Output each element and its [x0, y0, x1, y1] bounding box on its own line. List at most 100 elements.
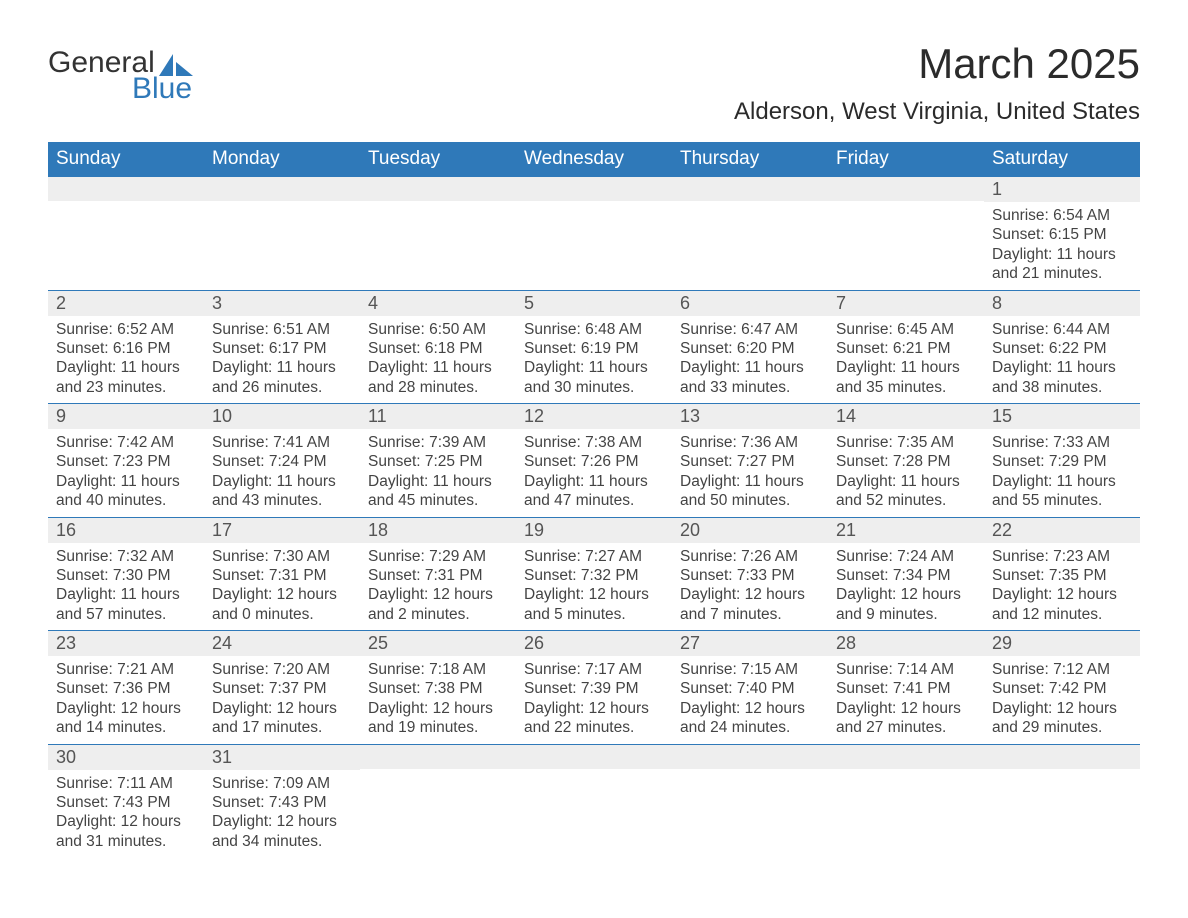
day-body [360, 201, 516, 273]
day-number: 7 [828, 291, 984, 316]
calendar-day-cell: 9Sunrise: 7:42 AMSunset: 7:23 PMDaylight… [48, 404, 204, 518]
day-body [828, 769, 984, 841]
day-body: Sunrise: 7:27 AMSunset: 7:32 PMDaylight:… [516, 543, 672, 631]
day-body: Sunrise: 6:51 AMSunset: 6:17 PMDaylight:… [204, 316, 360, 404]
calendar-day-cell: 30Sunrise: 7:11 AMSunset: 7:43 PMDayligh… [48, 744, 204, 857]
calendar-day-cell: 10Sunrise: 7:41 AMSunset: 7:24 PMDayligh… [204, 404, 360, 518]
calendar-day-cell: 11Sunrise: 7:39 AMSunset: 7:25 PMDayligh… [360, 404, 516, 518]
day-number: 4 [360, 291, 516, 316]
day-body: Sunrise: 7:39 AMSunset: 7:25 PMDaylight:… [360, 429, 516, 517]
calendar-day-cell [828, 177, 984, 291]
calendar-day-cell: 20Sunrise: 7:26 AMSunset: 7:33 PMDayligh… [672, 517, 828, 631]
day-body: Sunrise: 7:36 AMSunset: 7:27 PMDaylight:… [672, 429, 828, 517]
calendar-day-cell: 18Sunrise: 7:29 AMSunset: 7:31 PMDayligh… [360, 517, 516, 631]
calendar-day-cell: 3Sunrise: 6:51 AMSunset: 6:17 PMDaylight… [204, 290, 360, 404]
calendar-day-cell: 16Sunrise: 7:32 AMSunset: 7:30 PMDayligh… [48, 517, 204, 631]
day-body: Sunrise: 7:20 AMSunset: 7:37 PMDaylight:… [204, 656, 360, 744]
calendar-day-cell [360, 744, 516, 857]
calendar-day-cell [48, 177, 204, 291]
day-number: 25 [360, 631, 516, 656]
day-number: 26 [516, 631, 672, 656]
day-number: 8 [984, 291, 1140, 316]
calendar-week-row: 23Sunrise: 7:21 AMSunset: 7:36 PMDayligh… [48, 631, 1140, 745]
day-body: Sunrise: 7:26 AMSunset: 7:33 PMDaylight:… [672, 543, 828, 631]
logo: General Blue [48, 40, 193, 104]
calendar-week-row: 16Sunrise: 7:32 AMSunset: 7:30 PMDayligh… [48, 517, 1140, 631]
day-number: 22 [984, 518, 1140, 543]
day-number: 6 [672, 291, 828, 316]
calendar-day-cell: 21Sunrise: 7:24 AMSunset: 7:34 PMDayligh… [828, 517, 984, 631]
day-number: 12 [516, 404, 672, 429]
day-body: Sunrise: 6:54 AMSunset: 6:15 PMDaylight:… [984, 202, 1140, 290]
day-body: Sunrise: 7:24 AMSunset: 7:34 PMDaylight:… [828, 543, 984, 631]
calendar-day-cell: 1Sunrise: 6:54 AMSunset: 6:15 PMDaylight… [984, 177, 1140, 291]
day-body [828, 201, 984, 273]
day-body: Sunrise: 6:44 AMSunset: 6:22 PMDaylight:… [984, 316, 1140, 404]
calendar-day-cell: 31Sunrise: 7:09 AMSunset: 7:43 PMDayligh… [204, 744, 360, 857]
calendar-day-cell [672, 177, 828, 291]
day-number: 3 [204, 291, 360, 316]
day-number [516, 177, 672, 201]
calendar-day-cell: 15Sunrise: 7:33 AMSunset: 7:29 PMDayligh… [984, 404, 1140, 518]
calendar-day-cell: 24Sunrise: 7:20 AMSunset: 7:37 PMDayligh… [204, 631, 360, 745]
calendar-day-cell: 2Sunrise: 6:52 AMSunset: 6:16 PMDaylight… [48, 290, 204, 404]
day-number: 30 [48, 745, 204, 770]
day-number: 20 [672, 518, 828, 543]
calendar-day-cell [828, 744, 984, 857]
day-number: 19 [516, 518, 672, 543]
day-number: 21 [828, 518, 984, 543]
column-header: Sunday [48, 142, 204, 177]
day-body [48, 201, 204, 273]
calendar-day-cell [204, 177, 360, 291]
day-number: 15 [984, 404, 1140, 429]
page-title: March 2025 [734, 40, 1140, 88]
day-body [204, 201, 360, 273]
day-number: 5 [516, 291, 672, 316]
day-body: Sunrise: 7:42 AMSunset: 7:23 PMDaylight:… [48, 429, 204, 517]
calendar-day-cell: 13Sunrise: 7:36 AMSunset: 7:27 PMDayligh… [672, 404, 828, 518]
day-number: 10 [204, 404, 360, 429]
day-number: 31 [204, 745, 360, 770]
day-body: Sunrise: 7:14 AMSunset: 7:41 PMDaylight:… [828, 656, 984, 744]
day-body: Sunrise: 7:30 AMSunset: 7:31 PMDaylight:… [204, 543, 360, 631]
day-body [360, 769, 516, 841]
day-body: Sunrise: 7:33 AMSunset: 7:29 PMDaylight:… [984, 429, 1140, 517]
day-body: Sunrise: 7:11 AMSunset: 7:43 PMDaylight:… [48, 770, 204, 858]
day-body: Sunrise: 7:32 AMSunset: 7:30 PMDaylight:… [48, 543, 204, 631]
day-number: 14 [828, 404, 984, 429]
calendar-week-row: 30Sunrise: 7:11 AMSunset: 7:43 PMDayligh… [48, 744, 1140, 857]
day-number [672, 177, 828, 201]
calendar-week-row: 9Sunrise: 7:42 AMSunset: 7:23 PMDaylight… [48, 404, 1140, 518]
location-text: Alderson, West Virginia, United States [734, 98, 1140, 126]
day-body: Sunrise: 7:18 AMSunset: 7:38 PMDaylight:… [360, 656, 516, 744]
calendar-day-cell: 23Sunrise: 7:21 AMSunset: 7:36 PMDayligh… [48, 631, 204, 745]
day-body: Sunrise: 7:35 AMSunset: 7:28 PMDaylight:… [828, 429, 984, 517]
day-number [828, 745, 984, 769]
calendar-day-cell: 12Sunrise: 7:38 AMSunset: 7:26 PMDayligh… [516, 404, 672, 518]
day-body: Sunrise: 7:38 AMSunset: 7:26 PMDaylight:… [516, 429, 672, 517]
calendar-week-row: 2Sunrise: 6:52 AMSunset: 6:16 PMDaylight… [48, 290, 1140, 404]
day-number: 17 [204, 518, 360, 543]
day-number [984, 745, 1140, 769]
day-number: 11 [360, 404, 516, 429]
day-body: Sunrise: 7:41 AMSunset: 7:24 PMDaylight:… [204, 429, 360, 517]
day-body: Sunrise: 6:45 AMSunset: 6:21 PMDaylight:… [828, 316, 984, 404]
calendar-day-cell: 27Sunrise: 7:15 AMSunset: 7:40 PMDayligh… [672, 631, 828, 745]
calendar-day-cell [672, 744, 828, 857]
calendar-day-cell: 6Sunrise: 6:47 AMSunset: 6:20 PMDaylight… [672, 290, 828, 404]
day-body [516, 201, 672, 273]
day-body: Sunrise: 6:50 AMSunset: 6:18 PMDaylight:… [360, 316, 516, 404]
day-number [48, 177, 204, 201]
day-number: 13 [672, 404, 828, 429]
day-body: Sunrise: 7:29 AMSunset: 7:31 PMDaylight:… [360, 543, 516, 631]
calendar-day-cell: 26Sunrise: 7:17 AMSunset: 7:39 PMDayligh… [516, 631, 672, 745]
day-number [360, 745, 516, 769]
column-header: Monday [204, 142, 360, 177]
day-body [672, 769, 828, 841]
calendar-day-cell: 29Sunrise: 7:12 AMSunset: 7:42 PMDayligh… [984, 631, 1140, 745]
day-number [204, 177, 360, 201]
calendar-day-cell: 4Sunrise: 6:50 AMSunset: 6:18 PMDaylight… [360, 290, 516, 404]
day-number [360, 177, 516, 201]
day-number [828, 177, 984, 201]
day-body [984, 769, 1140, 841]
